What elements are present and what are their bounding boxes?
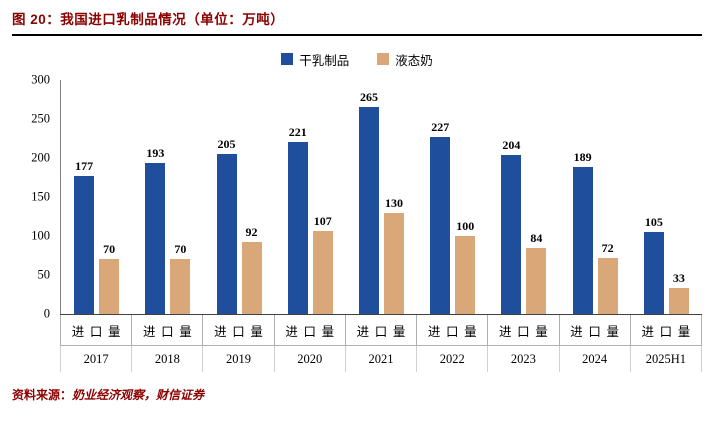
x-axis-year-2021: 2021 — [346, 346, 418, 372]
bar-value-label: 189 — [573, 149, 592, 164]
bar-干乳制品-2024: 189 — [572, 150, 593, 314]
x-axis-year-2024: 2024 — [560, 346, 631, 372]
legend-label-liquid-milk: 液态奶 — [395, 53, 433, 68]
bar-value-label: 100 — [456, 219, 475, 234]
y-tick-label: 200 — [31, 150, 50, 165]
bar-value-label: 107 — [313, 213, 332, 228]
dairy-import-bar-chart: 干乳制品 液态奶 300 250 200 150 100 50 0 177 70 193 70 20… — [12, 50, 702, 372]
x-axis-import-label: 进口量 — [630, 315, 702, 346]
bar-液态奶-2021: 130 — [383, 196, 404, 314]
y-tick-label: 300 — [31, 72, 50, 87]
bar-value-label: 205 — [217, 137, 236, 152]
source-note: 资料来源：奶业经济观察，财信证券 — [12, 386, 702, 403]
legend-swatch-liquid-milk — [377, 53, 390, 65]
y-tick-label: 0 — [43, 306, 50, 321]
x-axis-year-2018: 2018 — [132, 346, 204, 372]
bar-干乳制品-2021: 265 — [358, 90, 379, 314]
bar-液态奶-2022: 100 — [455, 219, 476, 314]
x-axis-import-label: 进口量 — [417, 315, 489, 346]
bar-干乳制品-2017: 177 — [74, 159, 95, 314]
y-tick-label: 100 — [31, 228, 50, 243]
x-axis-year-2020: 2020 — [275, 346, 346, 372]
bar-group-2023: 204 84 — [488, 80, 559, 314]
bar-group-2025H1: 105 33 — [631, 80, 702, 314]
bar-液态奶-2018: 70 — [170, 242, 191, 314]
bar-value-label: 92 — [245, 225, 258, 240]
bar-value-label: 204 — [502, 137, 521, 152]
x-axis-import-label: 进口量 — [274, 315, 346, 346]
bar-value-label: 177 — [75, 158, 94, 173]
bar-group-2018: 193 70 — [132, 80, 203, 314]
bar-干乳制品-2020: 221 — [287, 125, 308, 314]
x-axis-year-2017: 2017 — [60, 346, 133, 372]
bar-液态奶-2023: 84 — [526, 231, 547, 314]
title-divider — [12, 34, 702, 36]
plot-area: 177 70 193 70 205 92 221 107 265 130 227 100 204 84 18… — [60, 80, 702, 314]
bar-干乳制品-2018: 193 — [145, 146, 166, 314]
y-axis: 300 250 200 150 100 50 0 — [12, 73, 60, 321]
bar-value-label: 105 — [644, 215, 663, 230]
legend-swatch-dry-dairy — [281, 53, 294, 65]
bar-干乳制品-2022: 227 — [430, 120, 451, 314]
x-axis-import-label: 进口量 — [60, 315, 133, 346]
bar-液态奶-2024: 72 — [597, 241, 618, 314]
x-axis-import-label: 进口量 — [132, 315, 204, 346]
bar-干乳制品-2023: 204 — [501, 138, 522, 314]
bar-value-label: 84 — [530, 231, 543, 246]
x-axis-import-label: 进口量 — [488, 315, 560, 346]
y-tick-label: 50 — [37, 267, 51, 282]
x-axis-label-row: 进口量 进口量 进口量 进口量 进口量 进口量 进口量 进口量 进口量 — [60, 315, 702, 346]
bar-value-label: 265 — [359, 90, 378, 105]
x-axis-import-label: 进口量 — [345, 315, 418, 346]
bar-value-label: 70 — [103, 242, 116, 257]
x-axis-year-2022: 2022 — [417, 346, 489, 372]
bar-group-2022: 227 100 — [417, 80, 488, 314]
x-axis-import-label: 进口量 — [203, 315, 275, 346]
bar-干乳制品-2025H1: 105 — [643, 215, 664, 314]
x-axis: 进口量 进口量 进口量 进口量 进口量 进口量 进口量 进口量 进口量 2017 2018 2019 2… — [60, 314, 702, 372]
y-tick-label: 150 — [31, 189, 50, 204]
bar-group-2017: 177 70 — [61, 80, 132, 314]
bar-value-label: 221 — [288, 124, 307, 139]
x-axis-year-2019: 2019 — [203, 346, 275, 372]
bar-value-label: 33 — [672, 271, 685, 286]
bar-value-label: 193 — [146, 146, 165, 161]
source-label: 资料来源： — [12, 388, 73, 402]
bar-value-label: 227 — [431, 119, 450, 134]
legend-item-liquid-milk: 液态奶 — [377, 50, 433, 69]
bar-干乳制品-2019: 205 — [216, 137, 237, 314]
source-value: 奶业经济观察，财信证券 — [72, 388, 205, 402]
bar-group-2019: 205 92 — [203, 80, 274, 314]
bar-value-label: 72 — [601, 240, 614, 255]
chart-legend: 干乳制品 液态奶 — [12, 50, 702, 68]
bar-液态奶-2020: 107 — [312, 214, 333, 314]
figure-title: 图 20：我国进口乳制品情况（单位：万吨） — [12, 12, 285, 27]
x-axis-import-label: 进口量 — [559, 315, 631, 346]
bar-液态奶-2019: 92 — [241, 225, 262, 314]
bar-液态奶-2017: 70 — [99, 242, 120, 314]
x-axis-year-2025H1: 2025H1 — [631, 346, 702, 372]
y-tick-label: 250 — [31, 111, 50, 126]
x-axis-year-2023: 2023 — [488, 346, 560, 372]
bar-group-2020: 221 107 — [275, 80, 346, 314]
legend-label-dry-dairy: 干乳制品 — [299, 53, 350, 68]
legend-item-dry-dairy: 干乳制品 — [281, 50, 349, 69]
bar-value-label: 130 — [384, 195, 403, 210]
bar-value-label: 70 — [174, 242, 187, 257]
bar-液态奶-2025H1: 33 — [668, 271, 689, 314]
bar-group-2021: 265 130 — [346, 80, 417, 314]
bar-group-2024: 189 72 — [560, 80, 631, 314]
x-axis-year-row: 2017 2018 2019 2020 2021 2022 2023 2024 2025H1 — [60, 346, 702, 372]
plot-row: 300 250 200 150 100 50 0 177 70 193 70 205 92 221 107… — [12, 73, 702, 321]
